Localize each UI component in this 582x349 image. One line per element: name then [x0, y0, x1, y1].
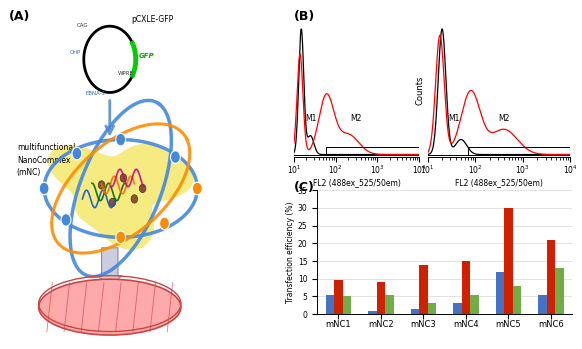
Bar — [496, 272, 504, 314]
Bar — [470, 295, 478, 314]
Bar — [555, 268, 563, 314]
Text: multifunctional
NanoComplex
(mNC): multifunctional NanoComplex (mNC) — [17, 143, 75, 177]
Y-axis label: Transfection efficiency (%): Transfection efficiency (%) — [286, 201, 295, 303]
Text: M1: M1 — [305, 114, 316, 123]
Circle shape — [61, 214, 71, 226]
Bar — [453, 304, 462, 314]
Bar — [513, 286, 521, 314]
Circle shape — [171, 151, 180, 163]
Text: OriP: OriP — [70, 50, 81, 55]
Circle shape — [109, 198, 116, 207]
Text: M2: M2 — [498, 114, 510, 123]
Text: EBNA-1: EBNA-1 — [85, 91, 105, 96]
Circle shape — [120, 174, 127, 182]
Text: M1: M1 — [448, 114, 459, 123]
Bar — [538, 295, 546, 314]
Circle shape — [131, 195, 138, 203]
Bar — [385, 295, 393, 314]
Bar — [326, 295, 334, 314]
Text: WPRE: WPRE — [118, 71, 134, 76]
Circle shape — [159, 217, 169, 230]
Bar — [546, 240, 555, 314]
Text: CAG: CAG — [76, 23, 88, 28]
Circle shape — [116, 231, 126, 244]
X-axis label: FL2 (488ex_525/50em): FL2 (488ex_525/50em) — [313, 178, 400, 187]
Circle shape — [98, 181, 105, 189]
Bar — [368, 311, 377, 314]
Text: (C): (C) — [294, 181, 315, 194]
X-axis label: FL2 (488ex_525/50em): FL2 (488ex_525/50em) — [455, 178, 543, 187]
Bar — [334, 281, 343, 314]
Circle shape — [39, 182, 49, 195]
Circle shape — [116, 133, 126, 146]
Text: M2: M2 — [350, 114, 361, 123]
Ellipse shape — [38, 279, 181, 335]
Bar — [504, 208, 513, 314]
Bar — [411, 309, 419, 314]
Circle shape — [193, 182, 202, 195]
Text: GFP: GFP — [139, 53, 154, 59]
Bar — [377, 282, 385, 314]
Circle shape — [72, 147, 82, 160]
FancyArrow shape — [97, 248, 122, 286]
Text: (A): (A) — [9, 10, 30, 23]
Text: pCXLE-GFP: pCXLE-GFP — [132, 15, 174, 24]
Circle shape — [139, 184, 146, 193]
Text: (B): (B) — [294, 10, 315, 23]
Bar — [343, 296, 351, 314]
Polygon shape — [48, 144, 193, 250]
Y-axis label: Counts: Counts — [416, 75, 425, 105]
Bar — [419, 265, 428, 314]
Bar — [428, 304, 436, 314]
Bar — [462, 261, 470, 314]
